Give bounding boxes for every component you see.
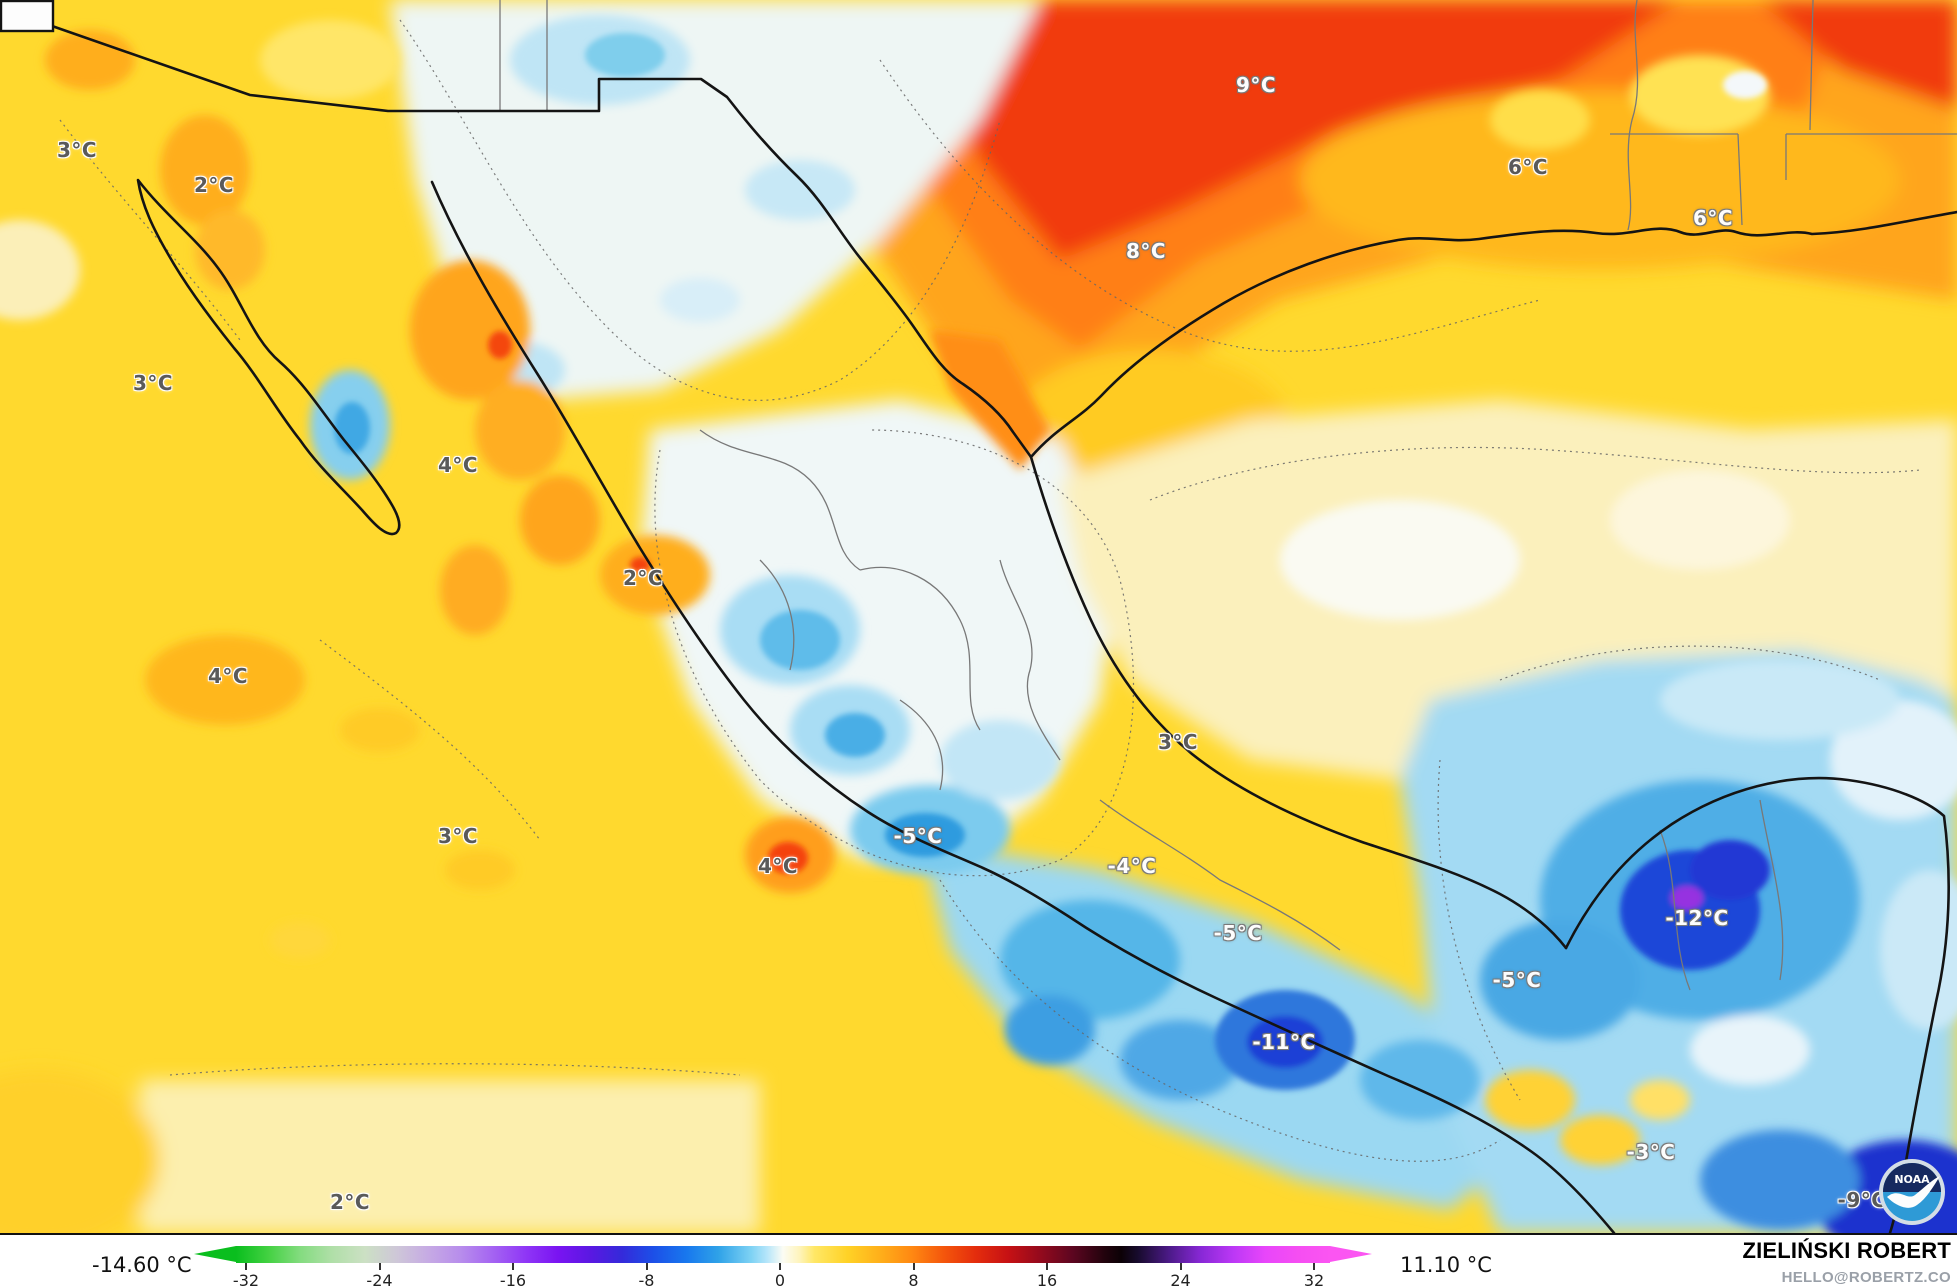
colorbar-tick xyxy=(512,1263,514,1270)
credit-name: ZIELIŃSKI ROBERT xyxy=(1742,1238,1951,1263)
inset-box xyxy=(0,0,55,33)
colorbar-tick xyxy=(779,1263,781,1270)
colorbar-tick-label: -8 xyxy=(638,1271,655,1287)
colorbar-tick xyxy=(1046,1263,1048,1270)
colorbar-ticks: -32 -24 -16 -8 0 8 16 24 32 xyxy=(0,1263,1957,1287)
map-canvas xyxy=(0,0,1957,1233)
colorbar-max-value: 11.10 °C xyxy=(1400,1253,1492,1277)
noaa-logo-text: NOAA xyxy=(1894,1173,1930,1186)
colorbar-left-arrow xyxy=(194,1246,236,1262)
credit-email: HELLO@ROBERTZ.CO xyxy=(1781,1269,1951,1286)
colorbar-tick xyxy=(245,1263,247,1270)
colorbar-tick-label: 24 xyxy=(1170,1271,1191,1287)
colorbar-tick xyxy=(378,1263,381,1270)
colorbar-gradient xyxy=(236,1246,1330,1263)
colorbar-min-value: -14.60 °C xyxy=(92,1253,192,1277)
colorbar-tick-label: 0 xyxy=(774,1271,786,1287)
colorbar-footer: -14.60 °C -32 -24 -16 -8 0 8 16 24 32 11.10 °C Z… xyxy=(0,1235,1957,1287)
colorbar-tick-label: -32 xyxy=(232,1271,260,1287)
colorbar-tick-label: -24 xyxy=(366,1271,393,1287)
colorbar-tick-label: 16 xyxy=(1036,1271,1058,1287)
colorbar-tick xyxy=(1179,1263,1182,1270)
noaa-logo: NOAA xyxy=(1879,1159,1945,1225)
colorbar-tick xyxy=(1313,1263,1315,1270)
colorbar-tick xyxy=(912,1263,915,1270)
coastline-borders xyxy=(50,24,1957,1233)
temperature-anomaly-map: 3°C 2°C 9°C 6°C 6°C 8°C 3°C 4°C 2°C 4°C 3°C 3°C 4°C -… xyxy=(0,0,1957,1235)
colorbar-tick xyxy=(645,1263,648,1270)
colorbar-right-arrow xyxy=(1330,1246,1372,1262)
colorbar-tick-label: 32 xyxy=(1303,1271,1325,1287)
colorbar-tick-label: 8 xyxy=(908,1271,919,1287)
colorbar-tick-label: -16 xyxy=(499,1271,527,1287)
state-borders xyxy=(499,0,1957,991)
credits: ZIELIŃSKI ROBERT HELLO@ROBERTZ.CO xyxy=(1742,1238,1951,1286)
